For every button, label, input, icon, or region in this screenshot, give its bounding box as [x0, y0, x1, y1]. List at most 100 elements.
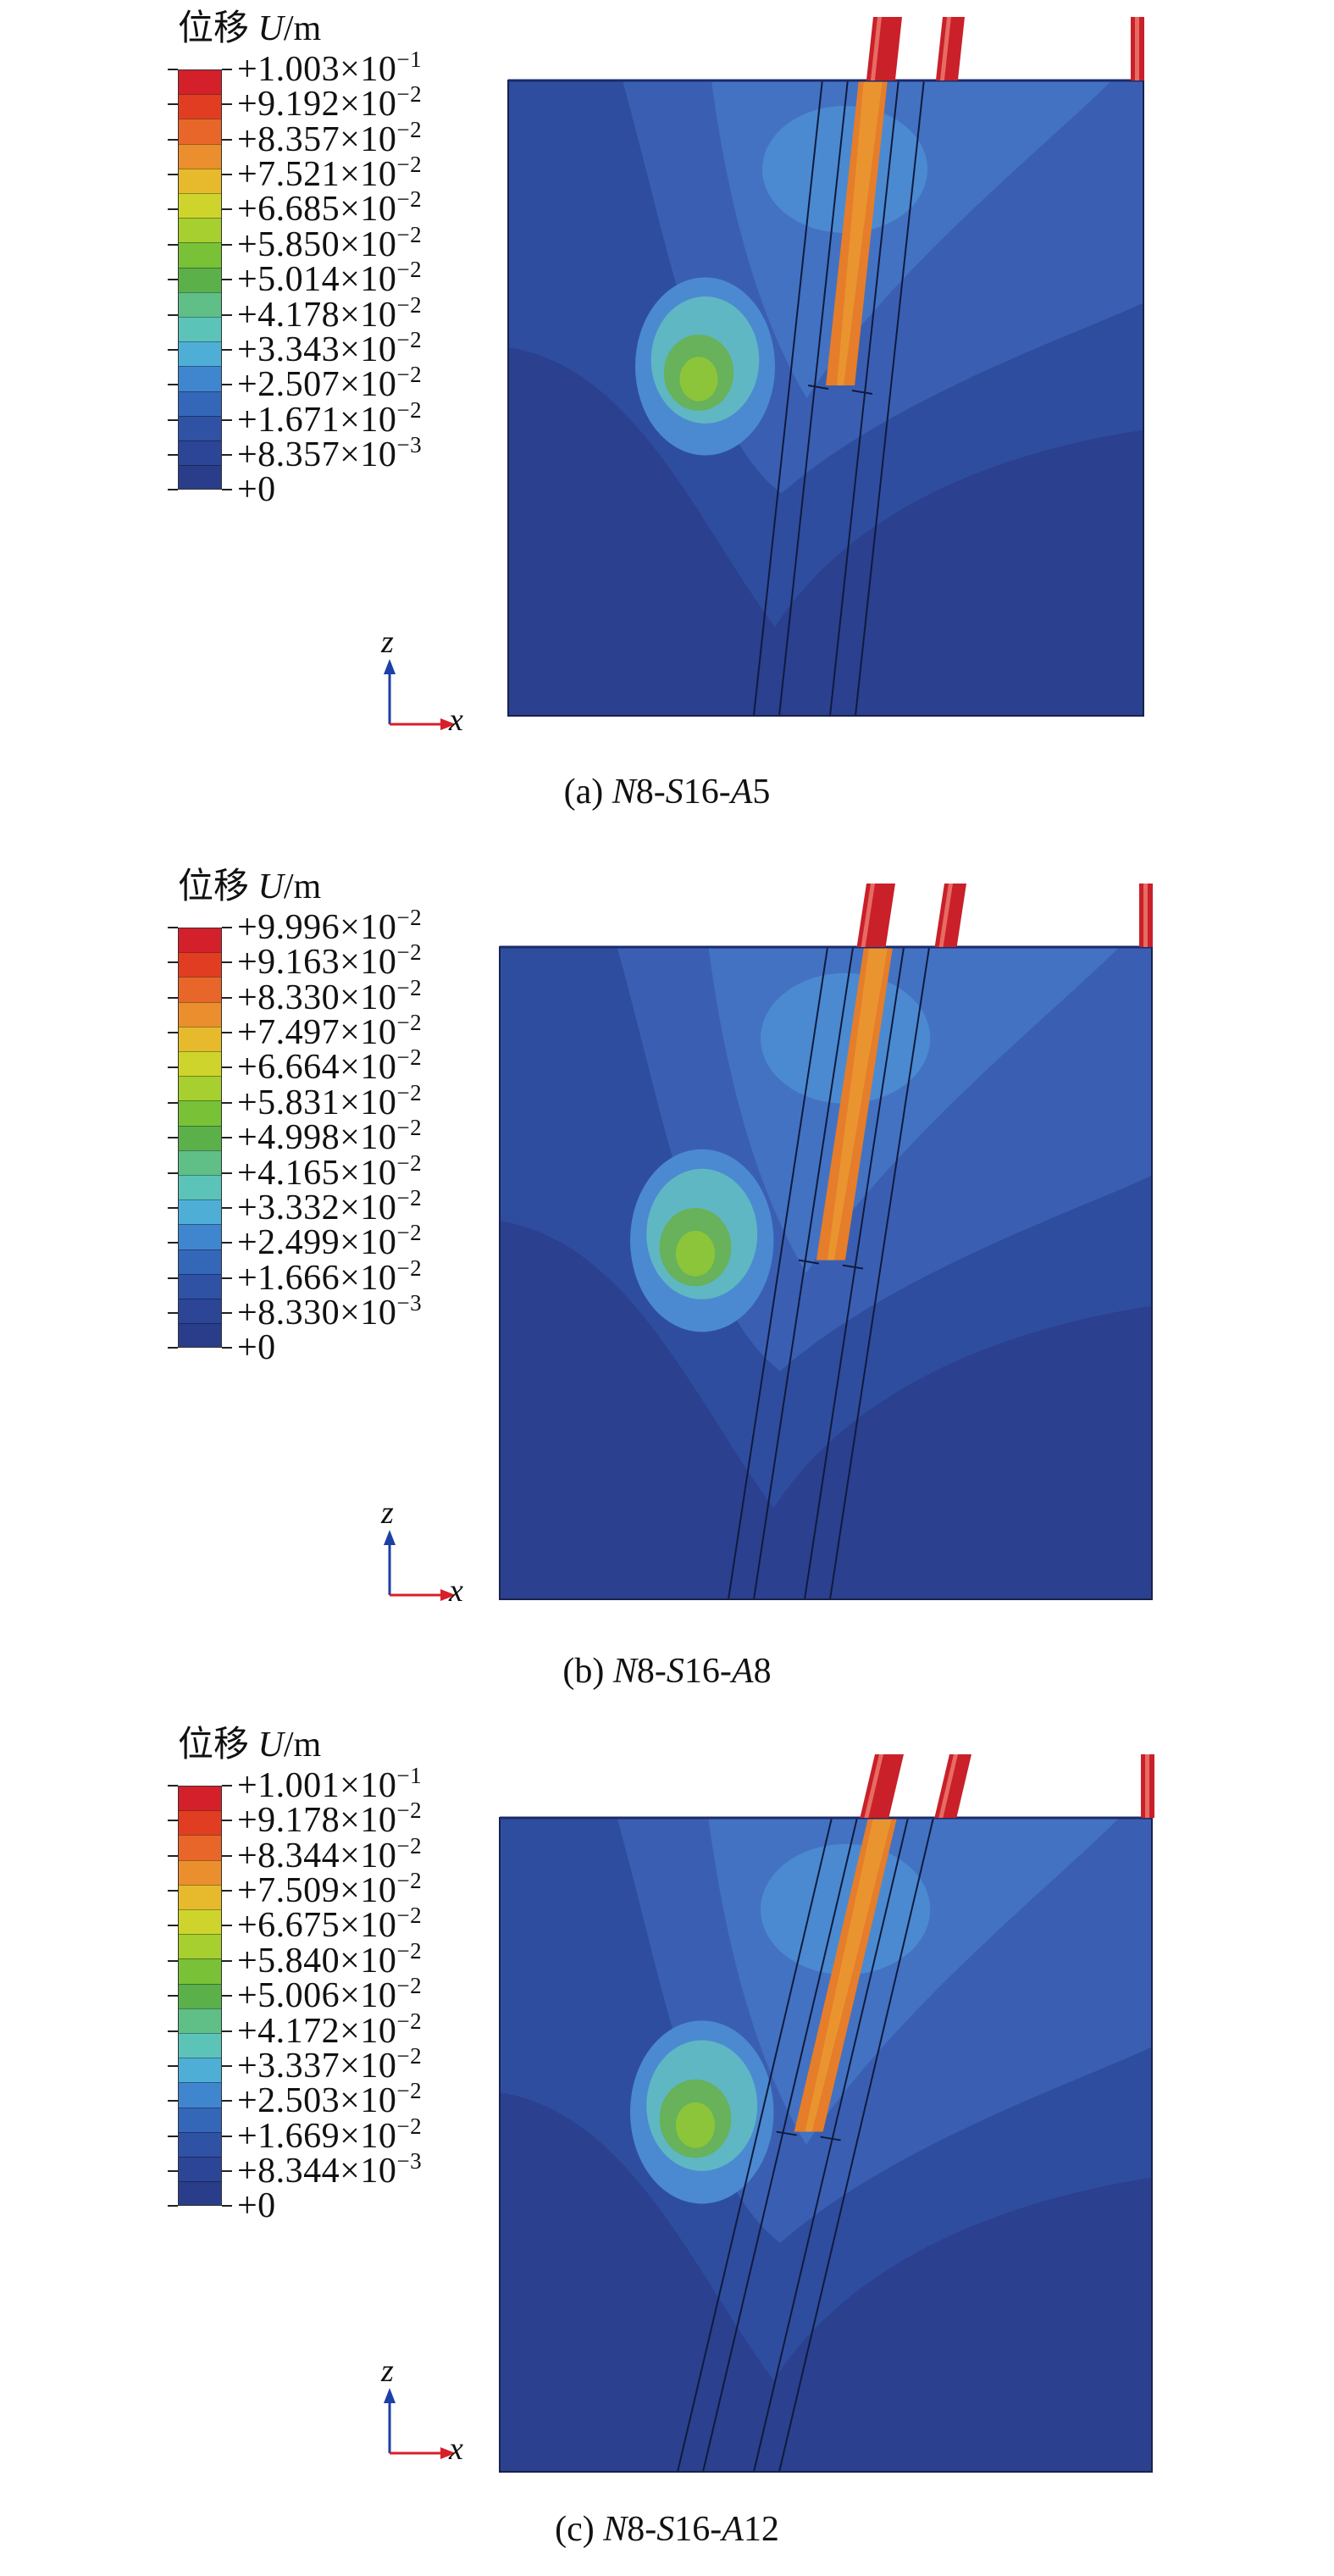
colorbar-cell	[178, 1835, 222, 1860]
colorbar-cell	[178, 341, 222, 367]
colorbar-label: +8.357×10−3	[237, 434, 422, 475]
x-axis-label: x	[449, 2431, 463, 2467]
colorbar-tick	[168, 2030, 178, 2032]
legend-title-text: 位移	[178, 867, 250, 906]
colorbar-cell	[178, 1323, 222, 1349]
colorbar-label: +1.671×10−2	[237, 398, 422, 440]
colorbar-tick	[168, 1890, 178, 1892]
colorbar-label: +7.521×10−2	[237, 152, 423, 195]
colorbar-label-value: +1.001×10	[237, 1766, 397, 1805]
colorbar-label-exponent: −2	[396, 1973, 423, 1999]
caption-part: A	[730, 773, 753, 812]
colorbar-label-value: +8.330×10	[237, 978, 397, 1017]
colorbar-label: +4.172×10−2	[237, 2008, 423, 2052]
colorbar-label-exponent: −2	[396, 2008, 423, 2034]
colorbar-cell	[178, 1076, 222, 1101]
colorbar-tick	[222, 138, 232, 141]
colorbar-label-value: +4.178×10	[237, 295, 397, 335]
colorbar-label-exponent: −2	[396, 152, 423, 178]
anchor-marker	[820, 2136, 841, 2141]
colorbar-label-value: +1.669×10	[237, 2116, 397, 2156]
colorbar-cell	[178, 119, 222, 144]
borehole-line	[829, 80, 899, 716]
colorbar-tick	[168, 1820, 178, 1822]
colorbar-tick	[222, 1854, 232, 1857]
colorbar-label-exponent: −2	[396, 1798, 423, 1824]
colorbar	[168, 1785, 232, 2208]
x-axis-label: x	[449, 1573, 463, 1609]
colorbar-label-exponent: −2	[396, 905, 423, 930]
colorbar-label-exponent: −2	[396, 2078, 423, 2104]
caption-label: (c)	[555, 2510, 604, 2549]
colorbar-label-exponent: −2	[396, 1044, 423, 1071]
colorbar-label-value: +4.998×10	[237, 1118, 397, 1158]
caption-part: N	[612, 773, 636, 812]
colorbar-cell	[178, 1026, 222, 1051]
z-arrowhead	[384, 1530, 396, 1545]
colorbar-cell	[178, 2058, 222, 2083]
colorbar-label: +1.669×10−2	[237, 2114, 422, 2157]
colorbar-label-exponent: −2	[396, 1115, 423, 1141]
axis-triad	[384, 1530, 456, 1601]
pile-head-highlight	[938, 1754, 958, 1818]
colorbar-tick	[168, 1137, 178, 1139]
pile-core	[827, 947, 888, 1260]
borehole-line	[778, 80, 849, 716]
colorbar-label: +7.509×10−2	[237, 1870, 422, 1911]
colorbar-cell	[178, 1224, 222, 1249]
colorbar-tick	[168, 1347, 178, 1349]
colorbar-cell	[178, 1909, 222, 1935]
colorbar-tick	[222, 961, 232, 964]
colorbar-label-value: +9.163×10	[237, 943, 397, 983]
colorbar-tick	[222, 1995, 232, 1997]
legend-title: 位移 U/m	[178, 867, 321, 907]
colorbar-label: +2.503×10−2	[237, 2080, 422, 2121]
contour-plot	[499, 1754, 1154, 2473]
colorbar-label: +6.664×10−2	[237, 1044, 423, 1088]
colorbar-tick	[168, 138, 178, 141]
z-axis-label: z	[381, 624, 394, 660]
caption-part: N	[612, 1652, 637, 1691]
caption-part: 5	[752, 773, 771, 812]
colorbar-label-value: +8.357×10	[237, 435, 397, 475]
colorbar-cell	[178, 977, 222, 1002]
colorbar-cell	[178, 1934, 222, 1959]
colorbar-tick	[168, 2205, 178, 2208]
panel-c: 位移 U/m +1.001×10−1 +9.178×10−2 +8.344×10−2 +…	[0, 1716, 1334, 2574]
colorbar-label-exponent: −1	[396, 47, 423, 72]
colorbar-cell	[178, 415, 222, 440]
colorbar-tick	[168, 2100, 178, 2102]
colorbar-label: +3.337×10−2	[237, 2044, 422, 2086]
panel-caption: (c) N8-S16-A12	[0, 2508, 1334, 2551]
colorbar-cell	[178, 1100, 222, 1126]
colorbar-cell	[178, 1199, 222, 1225]
panel-caption: (b) N8-S16-A8	[0, 1650, 1334, 1692]
colorbar-cell	[178, 2131, 222, 2157]
colorbar-label-exponent: −2	[396, 1079, 423, 1105]
colorbar-tick	[222, 1925, 232, 1927]
colorbar-label-value: +4.172×10	[237, 2011, 397, 2051]
colorbar-cell	[178, 218, 222, 243]
colorbar-label-exponent: −2	[396, 1903, 423, 1929]
colorbar-label-value: +2.507×10	[237, 365, 397, 405]
legend-symbol: U	[257, 867, 284, 906]
caption-part: 8-	[636, 1652, 667, 1691]
panel-caption: (a) N8-S16-A5	[0, 771, 1334, 813]
colorbar-label: +4.165×10−2	[237, 1151, 422, 1194]
colorbar-tick	[222, 1890, 232, 1892]
contour-band	[675, 1230, 716, 1277]
colorbar-tick	[168, 1242, 178, 1244]
colorbar-label-value: +0	[237, 2186, 276, 2226]
colorbar-tick	[168, 1277, 178, 1279]
colorbar-label: +9.178×10−2	[237, 1798, 423, 1841]
colorbar-label: +3.343×10−2	[237, 328, 422, 370]
x-arrowhead	[440, 1589, 456, 1601]
colorbar-label-exponent: −2	[396, 291, 423, 318]
colorbar-cell	[178, 1859, 222, 1885]
colorbar-label-value: +7.509×10	[237, 1871, 397, 1911]
colorbar-cell	[178, 1273, 222, 1299]
colorbar-label-exponent: −2	[396, 939, 423, 966]
colorbar-cell	[178, 1884, 222, 1909]
borehole-line	[804, 947, 905, 1599]
colorbar-tick	[222, 489, 232, 491]
